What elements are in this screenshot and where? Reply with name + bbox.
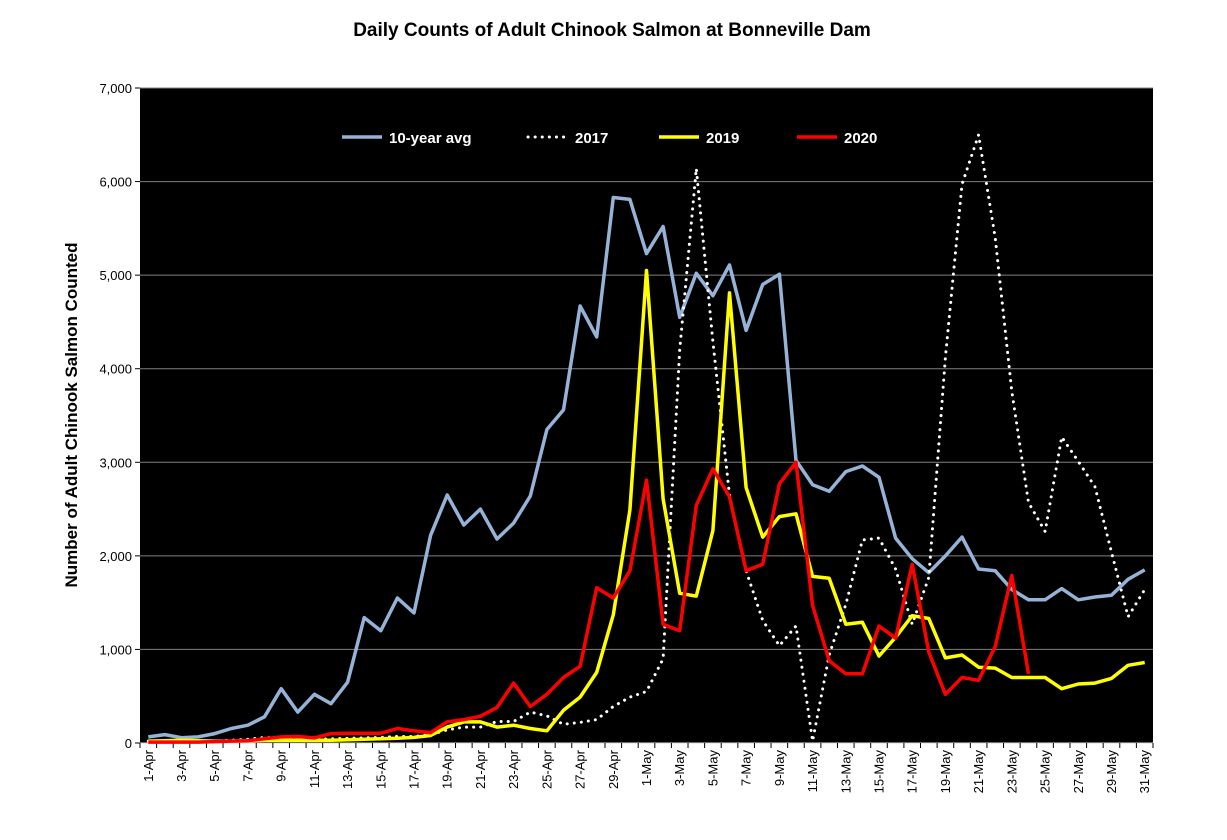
y-tick-label: 4,000 bbox=[99, 362, 132, 377]
x-tick-label: 13-Apr bbox=[340, 749, 355, 789]
x-axis-ticks: 1-Apr 3-Apr 5-Apr 7-Apr 9-Apr 11-Apr 13-Apr 15-… bbox=[139, 743, 1154, 794]
legend-label: 2017 bbox=[575, 130, 608, 147]
x-tick-label: 15-May bbox=[871, 750, 886, 794]
plot-area bbox=[140, 88, 1153, 743]
x-tick-label: 29-Apr bbox=[606, 749, 621, 789]
legend: 10-year avg 2017 2019 2020 bbox=[342, 130, 877, 147]
y-tick-label: 7,000 bbox=[99, 81, 132, 96]
legend-item: 2017 bbox=[526, 130, 608, 147]
series-2019 bbox=[148, 268, 1145, 743]
x-tick-label: 7-May bbox=[739, 750, 754, 787]
x-tick-label: 29-May bbox=[1104, 750, 1119, 794]
legend-item: 2019 bbox=[659, 130, 739, 147]
x-tick-label: 15-Apr bbox=[373, 749, 388, 789]
series-line bbox=[148, 460, 1031, 744]
legend-label: 2020 bbox=[844, 130, 877, 147]
x-tick-label: 3-May bbox=[672, 750, 687, 787]
x-tick-label: 31-May bbox=[1137, 750, 1152, 794]
x-tick-label: 11-Apr bbox=[307, 749, 322, 788]
y-tick-label: 6,000 bbox=[99, 175, 132, 190]
legend-item: 2020 bbox=[797, 130, 877, 147]
x-tick-label: 13-May bbox=[838, 750, 853, 794]
x-tick-label: 3-Apr bbox=[174, 749, 189, 781]
x-tick-label: 9-Apr bbox=[274, 749, 289, 781]
y-tick-label: 3,000 bbox=[99, 455, 132, 470]
chart-title: Daily Counts of Adult Chinook Salmon at … bbox=[353, 20, 871, 41]
series-10-year-avg bbox=[148, 195, 1146, 740]
x-tick-label: 23-May bbox=[1004, 750, 1019, 794]
x-tick-label: 1-Apr bbox=[141, 749, 156, 781]
y-axis-label: Number of Adult Chinook Salmon Counted bbox=[62, 242, 81, 587]
x-tick-label: 23-Apr bbox=[506, 749, 521, 789]
series-lines bbox=[146, 133, 1147, 744]
x-tick-label: 1-May bbox=[639, 750, 654, 787]
y-tick-label: 5,000 bbox=[99, 268, 132, 283]
x-tick-label: 25-May bbox=[1038, 750, 1053, 794]
x-tick-label: 19-Apr bbox=[440, 749, 455, 789]
x-tick-label: 11-May bbox=[805, 750, 820, 793]
x-tick-label: 27-May bbox=[1071, 750, 1086, 794]
x-tick-label: 25-Apr bbox=[539, 749, 554, 789]
y-tick-label: 0 bbox=[125, 736, 132, 751]
y-tick-label: 1,000 bbox=[99, 642, 132, 657]
series-2020 bbox=[148, 460, 1031, 744]
x-tick-label: 5-May bbox=[705, 750, 720, 787]
y-axis-ticks: 0 1,000 2,000 3,000 4,000 5,000 6,000 7,000 bbox=[99, 81, 140, 751]
x-tick-label: 21-Apr bbox=[473, 749, 488, 789]
x-tick-label: 5-Apr bbox=[207, 749, 222, 781]
x-tick-label: 21-May bbox=[971, 750, 986, 794]
legend-item: 10-year avg bbox=[342, 130, 472, 147]
legend-label: 2019 bbox=[706, 130, 739, 147]
legend-label: 10-year avg bbox=[389, 130, 472, 147]
x-tick-label: 7-Apr bbox=[240, 749, 255, 781]
x-tick-label: 19-May bbox=[938, 750, 953, 794]
y-tick-label: 2,000 bbox=[99, 549, 132, 564]
x-tick-label: 17-Apr bbox=[407, 749, 422, 789]
x-tick-label: 9-May bbox=[772, 750, 787, 787]
x-tick-label: 17-May bbox=[905, 750, 920, 794]
x-tick-label: 27-Apr bbox=[573, 749, 588, 789]
